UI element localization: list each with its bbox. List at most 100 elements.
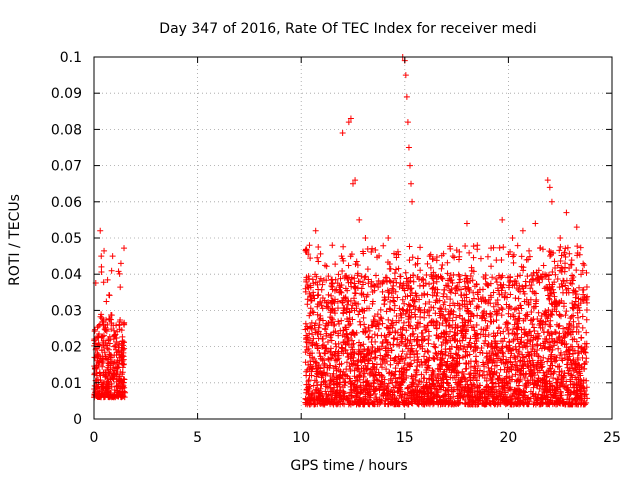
data-point: [509, 235, 516, 241]
data-point: [403, 395, 410, 402]
data-point: [540, 340, 547, 347]
data-point: [581, 401, 588, 408]
data-point: [324, 303, 331, 310]
data-point: [375, 369, 382, 376]
data-point: [574, 243, 581, 250]
data-point: [407, 292, 414, 299]
data-point: [391, 250, 398, 257]
data-point: [484, 253, 491, 260]
data-point: [376, 317, 383, 324]
data-point: [449, 317, 456, 324]
data-point: [491, 391, 498, 398]
data-point: [393, 395, 400, 402]
data-point: [490, 318, 497, 325]
data-point: [547, 252, 554, 259]
data-point: [535, 276, 542, 283]
data-point: [337, 387, 344, 394]
data-point: [98, 311, 105, 318]
data-point: [421, 309, 428, 316]
data-point: [372, 338, 379, 345]
data-point: [393, 360, 400, 367]
data-point: [408, 342, 415, 349]
data-point: [120, 379, 127, 386]
data-point: [538, 395, 545, 402]
data-point: [506, 338, 513, 345]
data-point: [306, 312, 313, 319]
data-point: [563, 209, 570, 216]
data-point: [369, 288, 376, 295]
data-point: [371, 331, 378, 338]
data-point: [495, 287, 502, 294]
data-point: [369, 322, 376, 329]
data-point: [494, 396, 501, 403]
data-point: [433, 391, 440, 398]
data-point: [115, 393, 122, 400]
data-point: [456, 272, 463, 279]
data-point: [565, 370, 572, 377]
data-point: [336, 289, 343, 296]
data-point: [306, 352, 313, 359]
data-point: [416, 296, 423, 303]
data-point: [547, 317, 554, 324]
data-point: [421, 359, 428, 366]
data-point: [548, 368, 555, 375]
data-point: [109, 370, 116, 377]
data-point: [570, 358, 577, 365]
data-point: [448, 369, 455, 376]
data-point: [426, 375, 433, 382]
data-point: [574, 252, 581, 259]
data-point: [496, 291, 503, 298]
data-point: [567, 315, 574, 322]
data-point: [501, 335, 508, 342]
data-point: [474, 242, 481, 249]
data-point: [328, 292, 335, 299]
data-point: [326, 362, 333, 369]
data-point: [315, 244, 322, 251]
data-point: [408, 180, 415, 187]
data-point: [466, 371, 473, 378]
data-point: [318, 370, 325, 377]
data-point: [522, 343, 529, 350]
data-point: [425, 336, 432, 343]
data-point: [302, 349, 309, 356]
data-point: [507, 291, 514, 298]
x-tick-label: 20: [499, 430, 517, 446]
data-point: [362, 378, 369, 385]
data-point: [105, 360, 112, 367]
data-point: [555, 345, 562, 352]
data-point: [339, 130, 346, 137]
data-point: [409, 375, 416, 382]
data-point: [335, 271, 342, 278]
data-point: [499, 216, 506, 223]
data-point: [434, 286, 441, 293]
data-point: [351, 367, 358, 374]
data-point: [397, 273, 404, 280]
data-point: [406, 257, 413, 264]
data-point: [343, 330, 350, 337]
data-point: [367, 392, 374, 399]
data-point: [518, 253, 525, 260]
data-point: [524, 340, 531, 347]
data-point: [370, 388, 377, 395]
data-point: [433, 325, 440, 332]
data-point: [546, 285, 553, 292]
data-point: [506, 284, 513, 291]
data-point: [328, 337, 335, 344]
data-point: [332, 340, 339, 347]
data-point: [382, 397, 389, 404]
data-point: [406, 243, 413, 250]
data-point: [111, 343, 118, 350]
data-point: [340, 310, 347, 317]
data-point: [570, 273, 577, 280]
data-point: [95, 376, 102, 383]
data-point: [319, 357, 326, 364]
data-point: [445, 311, 452, 318]
data-point: [500, 395, 507, 402]
y-tick-labels: 0 0.01 0.02 0.03 0.04 0.05 0.06 0.07 0.08 0.09 0.1: [51, 50, 82, 428]
data-point: [409, 198, 416, 205]
data-point: [113, 370, 120, 377]
data-point: [350, 340, 357, 347]
data-point: [532, 220, 539, 227]
data-point: [456, 302, 463, 309]
data-point: [384, 401, 391, 408]
